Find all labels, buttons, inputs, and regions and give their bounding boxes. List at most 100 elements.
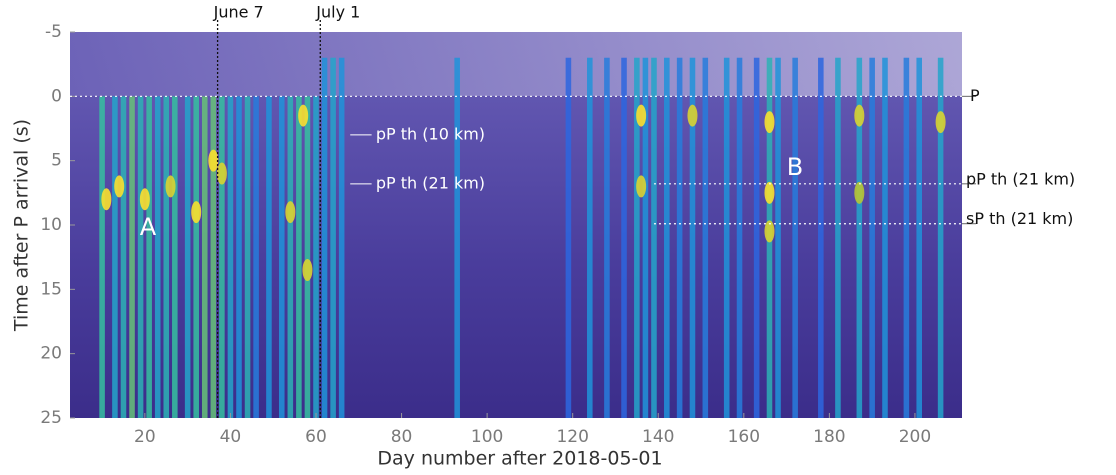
y-tick-label: 0 — [51, 86, 62, 106]
heat-stripe — [244, 96, 251, 418]
heat-stripe — [689, 57, 696, 418]
heat-stripe — [869, 57, 875, 418]
heat-stripe — [193, 96, 199, 418]
x-axis-title: Day number after 2018-05-01 — [377, 448, 662, 470]
x-tick-label: 60 — [305, 427, 327, 447]
heat-stripe — [163, 96, 170, 418]
heat-stripe — [137, 96, 144, 418]
y-tick-label: 15 — [40, 279, 62, 299]
heat-stripe — [882, 57, 888, 418]
hotspot — [636, 175, 647, 198]
x-tick-label: 200 — [899, 427, 931, 447]
heat-stripe — [587, 57, 593, 418]
heat-stripe — [736, 57, 743, 418]
hotspot — [208, 149, 219, 172]
heat-stripe — [651, 57, 657, 418]
heat-stripe — [818, 57, 824, 418]
heat-stripe — [753, 57, 760, 418]
phase-label: pP th (21 km) — [966, 169, 1075, 188]
x-tick-label: 140 — [642, 427, 674, 447]
heat-stripe — [937, 57, 944, 418]
y-tick-label: -5 — [45, 22, 62, 42]
hotspot — [114, 175, 125, 198]
heat-stripe — [321, 57, 328, 418]
heat-stripe — [723, 57, 730, 418]
x-tick-label: 20 — [134, 427, 156, 447]
hotspot — [636, 104, 647, 127]
region-label: B — [787, 153, 803, 181]
heat-stripe — [266, 96, 272, 418]
plot-area — [70, 32, 962, 418]
heat-stripe — [304, 96, 311, 418]
heat-stripe — [634, 57, 640, 418]
heat-stripe — [856, 57, 863, 418]
y-tick-label: 20 — [40, 344, 62, 364]
heat-stripe — [112, 96, 118, 418]
phase-label: P — [970, 86, 980, 105]
hotspot — [139, 188, 150, 211]
date-label: June 7 — [213, 3, 264, 22]
hotspot — [101, 188, 112, 211]
heat-stripe — [287, 96, 294, 418]
annotation-label: pP th (10 km) — [376, 124, 485, 143]
hotspot — [764, 181, 775, 204]
x-tick-label: 40 — [220, 427, 242, 447]
hotspot — [285, 201, 296, 224]
heat-stripe — [775, 57, 781, 418]
heat-stripe — [227, 96, 234, 418]
heat-stripe — [903, 57, 910, 418]
hotspot — [854, 104, 865, 127]
hotspot — [764, 111, 775, 134]
x-tick-label: 180 — [813, 427, 845, 447]
x-tick-label: 80 — [391, 427, 413, 447]
y-tick-label: 25 — [40, 408, 62, 428]
x-tick-label: 100 — [471, 427, 503, 447]
heat-stripe — [278, 96, 285, 418]
heat-stripe — [172, 96, 178, 418]
heat-stripe — [642, 57, 649, 418]
heat-stripe — [120, 96, 127, 418]
x-tick-label: 120 — [556, 427, 588, 447]
heat-stripe — [338, 57, 345, 418]
hotspot — [165, 175, 176, 198]
hotspot — [935, 111, 946, 134]
y-tick-label: 10 — [40, 215, 62, 235]
hotspot — [764, 220, 775, 243]
region-label: A — [140, 213, 157, 241]
heat-stripe — [676, 57, 683, 418]
heat-stripe — [835, 57, 841, 418]
x-tick-label: 160 — [728, 427, 760, 447]
heat-stripe — [454, 57, 460, 418]
date-label: July 1 — [315, 3, 360, 22]
heat-stripe — [236, 96, 242, 418]
heat-stripe — [184, 96, 191, 418]
annotation-label: pP th (21 km) — [376, 173, 485, 192]
y-axis-title: Time after P arrival (s) — [11, 119, 33, 332]
heat-stripe — [146, 96, 152, 418]
heat-stripe — [313, 96, 319, 418]
heat-stripe — [210, 96, 217, 418]
heat-stripe — [253, 96, 259, 418]
heat-stripe — [702, 57, 709, 418]
heat-stripe — [792, 57, 798, 418]
heat-stripe — [916, 57, 922, 418]
heat-stripe — [99, 96, 105, 418]
hotspot — [298, 104, 309, 127]
hotspot — [302, 259, 313, 282]
hotspot — [687, 104, 698, 127]
heat-stripe — [296, 96, 302, 418]
heat-stripe — [604, 57, 610, 418]
heat-stripe — [330, 57, 336, 418]
background-top — [70, 32, 962, 96]
heat-stripe — [201, 96, 208, 418]
heat-stripe — [154, 96, 161, 418]
heat-stripe — [565, 57, 572, 418]
phase-label: sP th (21 km) — [966, 209, 1073, 228]
hotspot — [191, 201, 202, 224]
heat-stripe — [129, 96, 135, 418]
heat-stripe — [219, 96, 225, 418]
heat-stripe — [664, 57, 670, 418]
hotspot — [216, 162, 227, 185]
y-tick-label: 5 — [51, 151, 62, 171]
